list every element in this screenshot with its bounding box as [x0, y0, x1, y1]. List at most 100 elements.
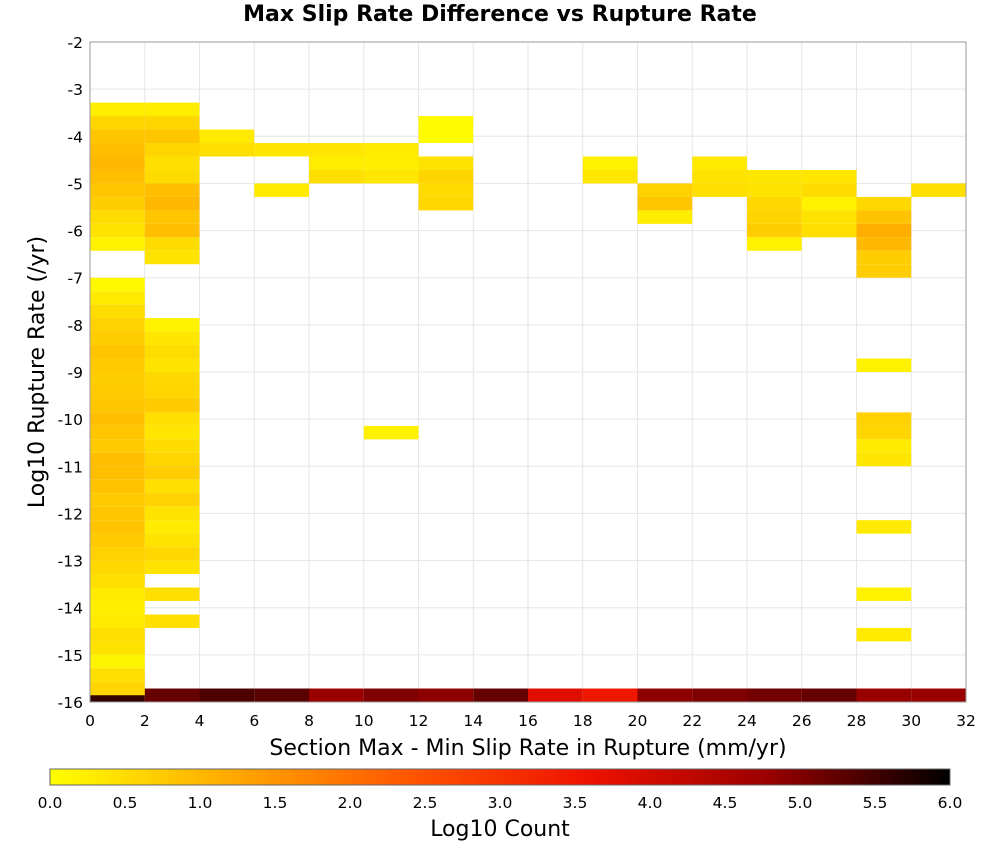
- colorbar-tick-label: 5.5: [863, 794, 888, 812]
- heatmap-cell: [856, 688, 912, 702]
- heatmap-cell: [418, 169, 474, 184]
- x-tick-label: 28: [847, 712, 867, 730]
- x-tick-label: 0: [85, 712, 95, 730]
- heatmap-cell: [254, 688, 309, 702]
- x-tick-label: 30: [901, 712, 921, 730]
- heatmap-cell: [856, 627, 912, 642]
- heatmap-cell: [801, 196, 857, 211]
- heatmap-cell: [90, 385, 145, 399]
- y-tick-label: -13: [58, 553, 83, 571]
- heatmap-cell: [144, 143, 200, 157]
- heatmap-cell: [856, 439, 912, 453]
- heatmap-cell: [90, 196, 145, 211]
- colorbar-tick-label: 0.5: [113, 794, 138, 812]
- plot-frame: [89, 41, 967, 703]
- heatmap-cell: [90, 479, 145, 494]
- x-tick-label: 8: [304, 712, 314, 730]
- heatmap-cell: [90, 318, 145, 332]
- colorbar-title: Log10 Count: [430, 817, 570, 842]
- heatmap-cell: [144, 479, 200, 494]
- x-tick-label: 2: [140, 712, 150, 730]
- heatmap-cell: [144, 520, 200, 534]
- heatmap-cell: [144, 156, 200, 170]
- heatmap-cell: [90, 398, 145, 413]
- heatmap-cell: [856, 264, 912, 278]
- heatmap-cell: [418, 196, 474, 211]
- heatmap-cell: [856, 196, 912, 211]
- x-tick-label: 32: [956, 712, 976, 730]
- y-axis-ticks: -2 -3 -4 -5 -6 -7 -8 -9 -10 -11 -12 -13 -14 -15 -16: [58, 34, 83, 712]
- heatmap-cell: [582, 688, 638, 702]
- heatmap-cell: [856, 587, 912, 601]
- heatmap-cell: [801, 169, 857, 184]
- x-axis-ticks: 0 2 4 6 8 10 12 14 16 18 20 22 24 26 28 30 32: [85, 712, 976, 730]
- heatmap-cell: [90, 493, 145, 507]
- heatmap-cell: [856, 223, 912, 238]
- heatmap-cell: [144, 345, 200, 359]
- heatmap-cell: [582, 169, 638, 184]
- heatmap-cell: [90, 372, 145, 386]
- x-tick-label: 24: [737, 712, 757, 730]
- x-tick-label: 26: [792, 712, 812, 730]
- heatmap-cell: [144, 210, 200, 224]
- heatmap-cell: [90, 574, 145, 588]
- heatmap-cell: [90, 654, 145, 669]
- y-tick-label: -2: [68, 34, 83, 52]
- heatmap-cell: [90, 102, 145, 117]
- heatmap-cell: [582, 156, 638, 170]
- heatmap-cell: [144, 452, 200, 467]
- heatmap-cell: [363, 169, 419, 184]
- heatmap-cell: [144, 493, 200, 507]
- heatmap-cell: [144, 237, 200, 251]
- x-tick-label: 6: [249, 712, 259, 730]
- heatmap-cell: [90, 547, 145, 561]
- heatmap-cell: [692, 688, 747, 702]
- heatmap-cell: [692, 169, 747, 184]
- heatmap-cell: [144, 688, 200, 702]
- heatmap-cell: [199, 143, 255, 157]
- heatmap-cell: [856, 237, 912, 251]
- heatmap-cell: [801, 223, 857, 238]
- y-tick-label: -9: [68, 364, 83, 382]
- colorbar-tick-label: 6.0: [938, 794, 963, 812]
- heatmap-cell: [90, 533, 145, 548]
- heatmap-cell: [309, 143, 364, 157]
- heatmap-cell: [144, 587, 200, 601]
- y-tick-label: -6: [68, 223, 83, 241]
- heatmap-cell: [747, 169, 802, 184]
- colorbar-tick-label: 4.5: [713, 794, 738, 812]
- heatmap-cell: [144, 250, 200, 265]
- heatmap-cell: [144, 547, 200, 561]
- heatmap-cell: [90, 681, 145, 696]
- heatmap-cell: [90, 425, 145, 440]
- colorbar-tick-label: 1.5: [263, 794, 288, 812]
- heatmap-cell: [856, 425, 912, 440]
- colorbar-ticks: 0.0 0.5 1.0 1.5 2.0 2.5 3.0 3.5 4.0 4.5 5.0 5.5 6.0: [38, 794, 963, 812]
- heatmap-cell: [144, 331, 200, 346]
- chart-title: Max Slip Rate Difference vs Rupture Rate: [243, 2, 757, 27]
- x-tick-label: 18: [573, 712, 593, 730]
- heatmap-cell: [90, 291, 145, 305]
- x-tick-label: 16: [518, 712, 538, 730]
- heatmap-cell: [747, 196, 802, 211]
- heatmap-cell: [911, 688, 966, 702]
- heatmap-cell: [363, 143, 419, 157]
- heatmap-cell: [144, 425, 200, 440]
- heatmap-cell: [90, 641, 145, 655]
- heatmap-cell: [144, 506, 200, 521]
- heatmap-cell: [90, 466, 145, 480]
- heatmap-cell: [144, 439, 200, 453]
- heatmap-cell: [418, 156, 474, 170]
- heatmap-cell: [801, 183, 857, 197]
- heatmap-cell: [90, 520, 145, 534]
- heatmap-cell: [692, 156, 747, 170]
- y-axis-title: Log10 Rupture Rate (/yr): [25, 236, 50, 508]
- heatmap-cell: [144, 318, 200, 332]
- x-tick-label: 10: [354, 712, 374, 730]
- heatmap-cell: [692, 183, 747, 197]
- heatmap-cell: [637, 210, 693, 224]
- heatmap-cell: [90, 358, 145, 372]
- heatmap-cell: [144, 129, 200, 144]
- y-tick-label: -12: [58, 505, 83, 523]
